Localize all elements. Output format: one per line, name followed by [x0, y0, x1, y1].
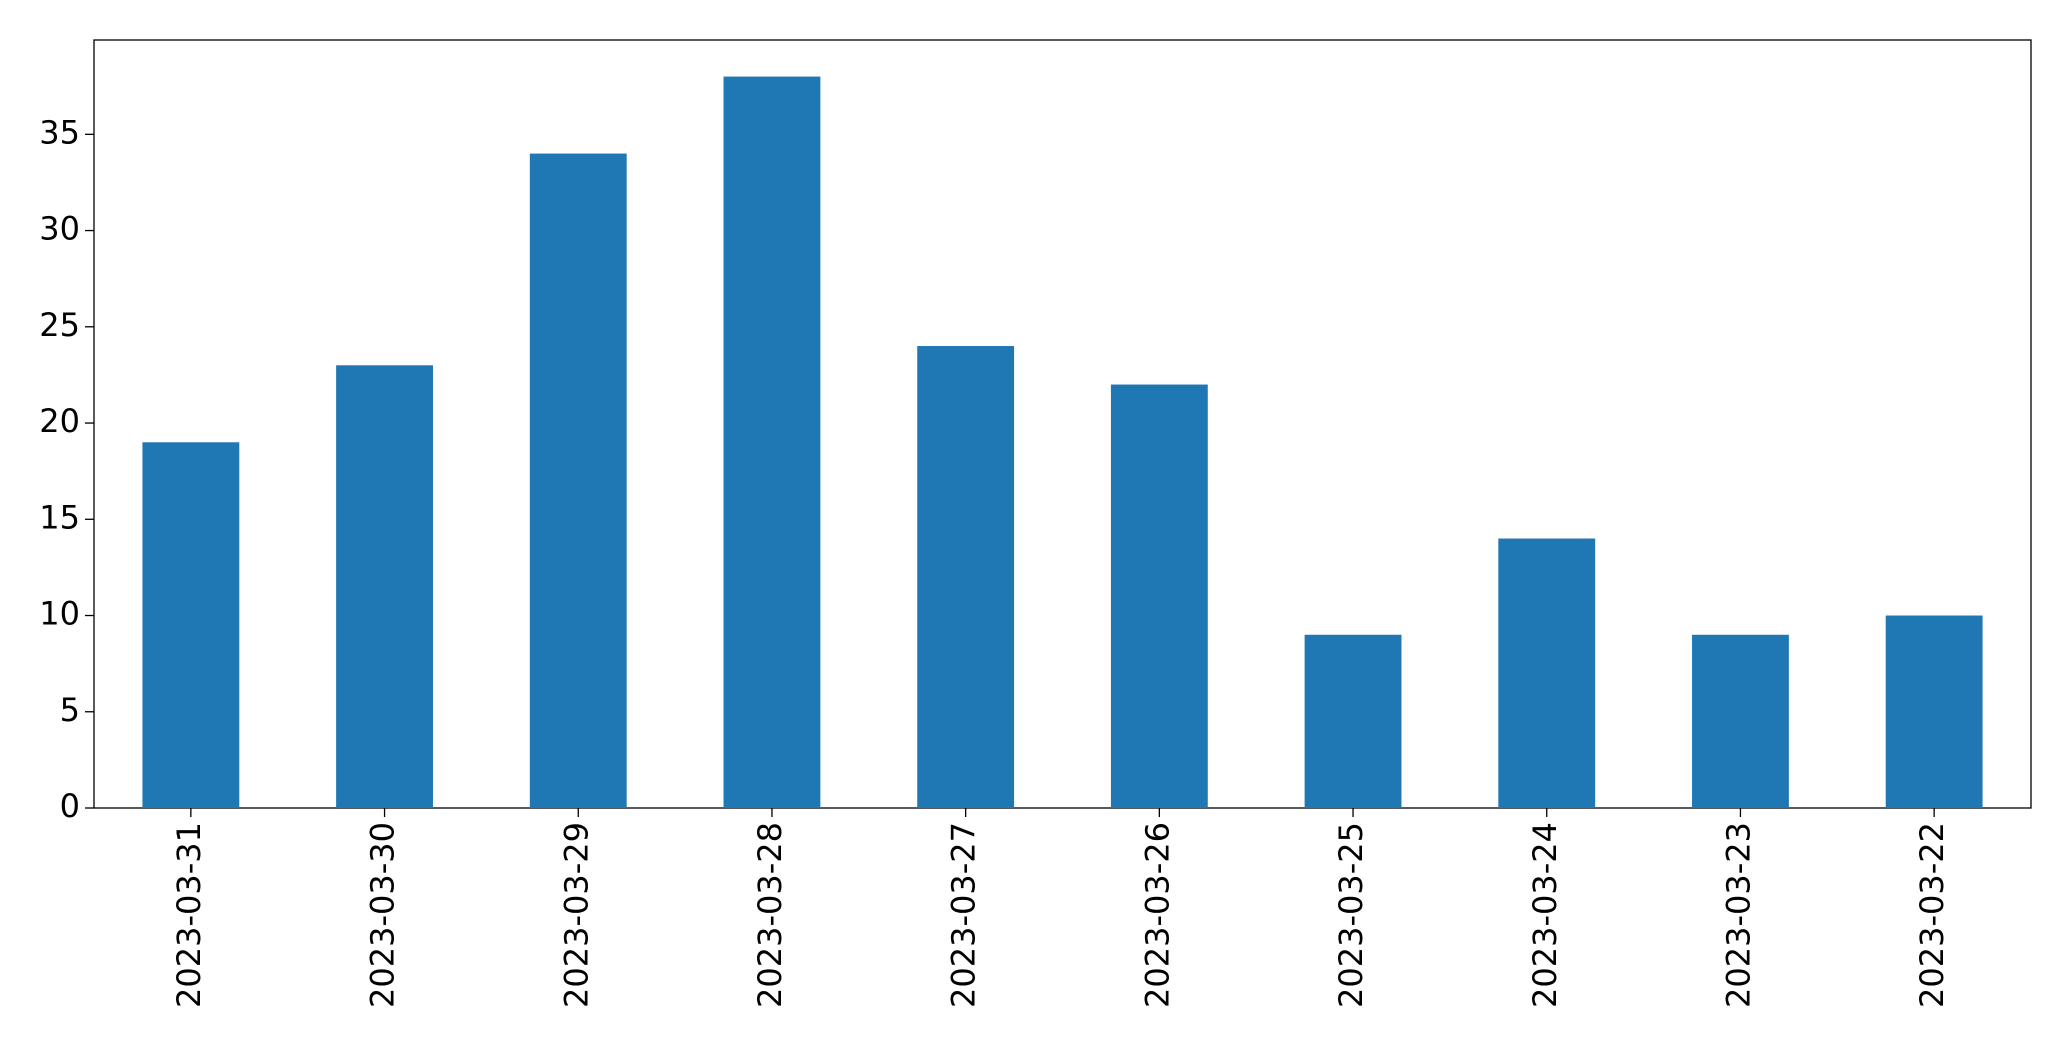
y-tick-label: 30: [39, 210, 80, 248]
y-tick-label: 15: [39, 498, 80, 536]
y-tick-label: 0: [60, 787, 80, 825]
x-tick-label: 2023-03-23: [1719, 822, 1757, 1008]
bar: [529, 153, 627, 808]
bar: [1498, 538, 1596, 808]
bar: [1885, 615, 1983, 808]
x-tick-label: 2023-03-31: [170, 822, 208, 1008]
bar: [1692, 634, 1789, 808]
y-tick-label: 10: [39, 595, 80, 633]
x-tick-label: 2023-03-30: [364, 822, 402, 1008]
plot-frame: [93, 39, 2032, 809]
x-tick-label: 2023-03-27: [945, 822, 983, 1008]
bar: [1110, 384, 1208, 808]
bar: [723, 76, 821, 809]
x-tick-label: 2023-03-28: [751, 822, 789, 1008]
bar: [917, 346, 1015, 808]
y-tick-label: 25: [39, 306, 80, 344]
x-tick-label: 2023-03-22: [1913, 822, 1951, 1008]
x-tick-label: 2023-03-25: [1332, 822, 1370, 1008]
y-tick-label: 20: [39, 402, 80, 440]
bar: [142, 442, 240, 808]
y-tick-label: 35: [39, 113, 80, 151]
bar: [336, 365, 433, 808]
y-tick-label: 5: [60, 691, 80, 729]
x-tick-label: 2023-03-29: [557, 822, 595, 1008]
x-tick-label: 2023-03-26: [1138, 822, 1176, 1008]
x-tick-label: 2023-03-24: [1526, 822, 1564, 1008]
bar: [1304, 634, 1402, 808]
